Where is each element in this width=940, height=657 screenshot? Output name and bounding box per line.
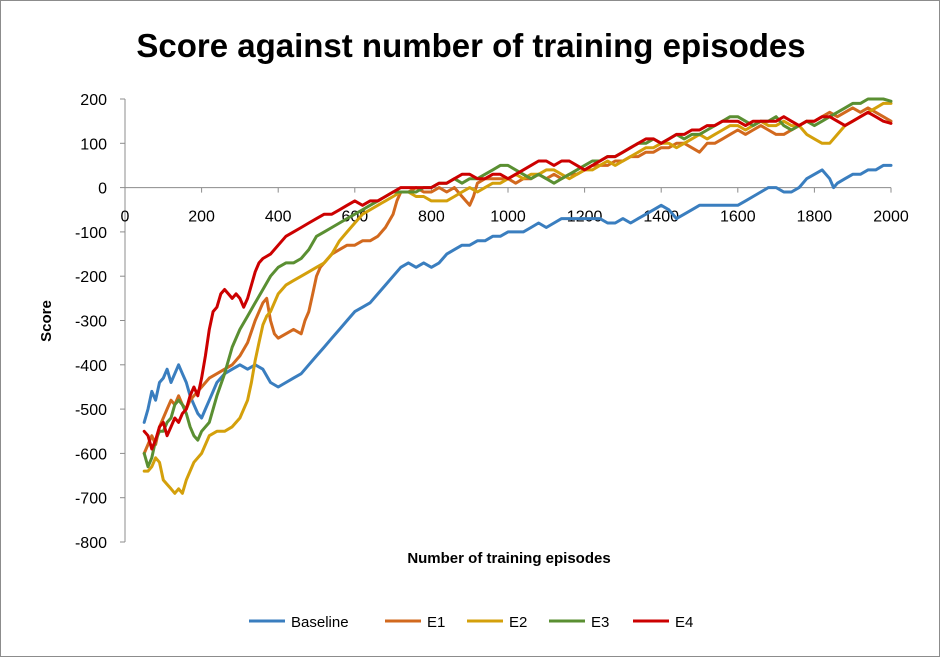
y-tick-label: 100 — [80, 136, 107, 153]
x-tick-label: 200 — [188, 209, 215, 226]
axes: 2001000-100-200-300-400-500-600-700-8000… — [75, 92, 909, 552]
x-tick-label: 1800 — [797, 209, 833, 226]
x-tick-label: 1000 — [490, 209, 526, 226]
series-line-baseline — [142, 163, 893, 424]
legend-item-e1: E1 — [385, 614, 445, 631]
legend-item-baseline: Baseline — [249, 614, 349, 631]
x-tick-label: 800 — [418, 209, 445, 226]
y-tick-label: -400 — [75, 358, 107, 375]
series-line-e1 — [142, 106, 893, 455]
legend-label: Baseline — [291, 614, 349, 631]
x-tick-label: 400 — [265, 209, 292, 226]
y-tick-label: 0 — [98, 181, 107, 198]
legend-item-e2: E2 — [467, 614, 527, 631]
series-line-e4 — [142, 110, 893, 451]
x-axis-title: Number of training episodes — [407, 550, 610, 567]
legend-item-e4: E4 — [633, 614, 693, 631]
y-tick-label: -500 — [75, 402, 107, 419]
legend-label: E4 — [675, 614, 693, 631]
x-tick-label: 1600 — [720, 209, 756, 226]
legend: Baseline E1 E2 E3 E4 — [249, 614, 693, 631]
series-line-e3 — [142, 97, 893, 469]
y-tick-label: -700 — [75, 491, 107, 508]
x-tick-label: 2000 — [873, 209, 909, 226]
legend-label: E1 — [427, 614, 445, 631]
plot-area — [142, 97, 893, 495]
legend-label: E3 — [591, 614, 609, 631]
y-tick-label: -600 — [75, 446, 107, 463]
y-tick-label: -800 — [75, 535, 107, 552]
y-axis-title: Score — [38, 300, 55, 342]
y-tick-label: -300 — [75, 314, 107, 331]
x-tick-label: 0 — [121, 209, 130, 226]
y-tick-label: -100 — [75, 225, 107, 242]
legend-item-e3: E3 — [549, 614, 609, 631]
legend-label: E2 — [509, 614, 527, 631]
chart-title: Score against number of training episode… — [136, 27, 805, 64]
y-tick-label: -200 — [75, 269, 107, 286]
y-tick-label: 200 — [80, 92, 107, 109]
x-tick-label: 600 — [341, 209, 368, 226]
